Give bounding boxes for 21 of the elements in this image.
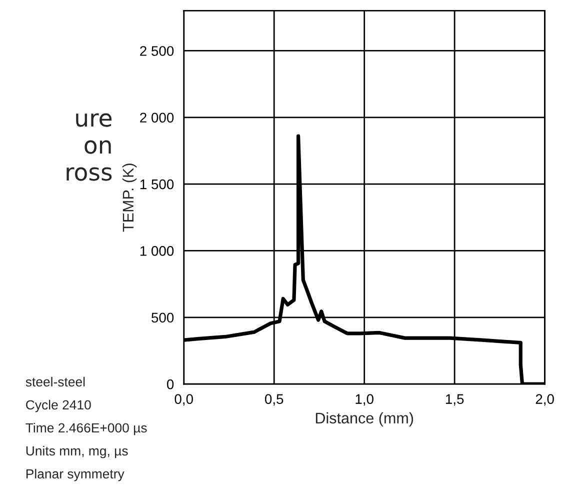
y-tick-label: 1 500	[140, 179, 174, 190]
text: Planar symmetry	[26, 468, 124, 482]
y-tick-label: 2 000	[140, 112, 174, 123]
text: steel-steel	[26, 376, 85, 387]
x-axis-title: Distance (mm)	[316, 412, 414, 427]
y-tick-label: 1 000	[140, 246, 174, 256]
text: Units mm, mg, µs	[26, 446, 128, 458]
y-tick-label: 2 500	[140, 46, 174, 56]
text: on	[84, 140, 111, 154]
x-tick-label: 0,5	[264, 394, 284, 406]
x-tick-label: 0,0	[174, 394, 193, 406]
x-tick-label: 1,0	[356, 394, 374, 406]
y-tick-label: 500	[152, 312, 174, 323]
y-tick-label: 0	[166, 379, 174, 390]
text: Time 2.466E+000 µs	[26, 422, 147, 436]
x-tick-label: 2,0	[536, 394, 554, 406]
x-tick-label: 1,5	[446, 394, 464, 406]
text: Cycle 2410	[26, 400, 91, 412]
text: ross	[66, 167, 112, 181]
text: ure	[76, 113, 112, 127]
y-axis-title: TEMP. (K)	[122, 164, 137, 232]
